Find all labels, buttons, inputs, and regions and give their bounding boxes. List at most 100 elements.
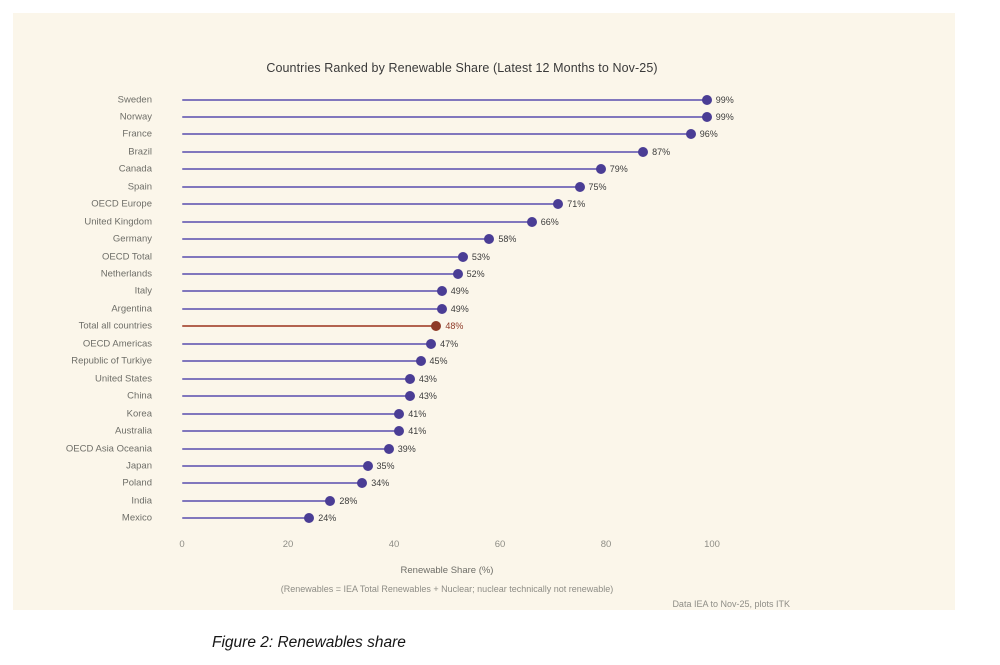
- lollipop-dot: [484, 234, 495, 245]
- country-label: Total all countries: [78, 320, 152, 332]
- value-label: 52%: [466, 269, 485, 279]
- x-axis-tick: 60: [494, 539, 506, 550]
- lollipop-dot: [304, 513, 315, 524]
- country-label: Netherlands: [100, 268, 152, 280]
- value-label: 47%: [440, 338, 459, 349]
- lollipop-dot: [394, 408, 405, 419]
- value-label: 35%: [376, 460, 395, 471]
- value-label: 49%: [450, 286, 469, 297]
- value-label: 39%: [397, 443, 416, 454]
- country-label: Canada: [118, 163, 152, 175]
- country-label: Germany: [112, 233, 152, 245]
- lollipop-stem: [182, 325, 437, 328]
- lollipop-dot: [452, 269, 463, 279]
- value-label: 24%: [318, 513, 337, 524]
- lollipop-dot: [436, 286, 447, 297]
- value-label: 53%: [471, 251, 490, 262]
- country-label: Australia: [115, 425, 152, 437]
- lollipop-stem: [182, 238, 490, 241]
- country-label: Republic of Turkiye: [71, 355, 152, 367]
- country-label: United States: [94, 373, 152, 385]
- value-label: 41%: [408, 426, 427, 437]
- country-label: Norway: [119, 111, 152, 123]
- lollipop-stem: [182, 447, 389, 450]
- x-axis-tick: 40: [388, 539, 400, 550]
- lollipop-stem: [182, 412, 400, 415]
- country-label: Sweden: [117, 94, 152, 105]
- country-label: Poland: [122, 477, 152, 489]
- chart-canvas: Countries Ranked by Renewable Share (Lat…: [13, 13, 955, 610]
- lollipop-stem: [182, 290, 442, 293]
- value-label: 71%: [567, 199, 586, 210]
- lollipop-stem: [182, 307, 442, 310]
- value-label: 34%: [371, 478, 390, 489]
- lollipop-stem: [182, 168, 601, 171]
- lollipop-stem: [182, 464, 368, 467]
- lollipop-stem: [182, 395, 410, 398]
- country-label: India: [131, 495, 152, 507]
- lollipop-dot: [685, 129, 696, 140]
- lollipop-dot: [415, 356, 426, 367]
- country-label: Italy: [134, 285, 152, 297]
- lollipop-dot: [553, 199, 564, 210]
- lollipop-dot: [325, 495, 336, 506]
- lollipop-stem: [182, 133, 691, 136]
- lollipop-stem: [182, 377, 410, 380]
- lollipop-dot: [574, 181, 585, 192]
- lollipop-stem: [182, 185, 580, 188]
- lollipop-stem: [182, 273, 458, 275]
- country-label: OECD Americas: [82, 338, 152, 350]
- lollipop-stem: [182, 115, 707, 118]
- lollipop-dot: [404, 373, 415, 384]
- chart-credit: Data IEA to Nov-25, plots ITK: [672, 599, 790, 609]
- lollipop-stem: [182, 220, 532, 223]
- x-axis-tick: 20: [282, 539, 294, 550]
- lollipop-stem: [182, 150, 644, 153]
- value-label: 45%: [429, 356, 448, 367]
- value-label: 43%: [418, 373, 437, 384]
- value-label: 58%: [498, 234, 517, 245]
- lollipop-stem: [182, 98, 707, 101]
- lollipop-dot: [701, 94, 712, 105]
- country-label: Korea: [126, 408, 152, 420]
- lollipop-stem: [182, 255, 463, 258]
- lollipop-plot: Sweden 99% Norway 99% France 96% Brazil 87% Cana…: [13, 13, 955, 610]
- value-label: 99%: [715, 111, 734, 122]
- value-label: 43%: [418, 391, 437, 402]
- lollipop-dot: [383, 443, 394, 454]
- lollipop-dot: [595, 164, 606, 175]
- value-label: 28%: [339, 495, 358, 506]
- value-label: 79%: [609, 164, 628, 175]
- lollipop-stem: [182, 430, 400, 433]
- country-label: Spain: [127, 181, 152, 193]
- lollipop-dot: [426, 338, 437, 349]
- lollipop-dot: [394, 426, 405, 437]
- country-label: France: [122, 128, 152, 140]
- chart-footnote: (Renewables = IEA Total Renewables + Nuc…: [280, 584, 614, 594]
- value-label: 48%: [445, 321, 464, 332]
- x-axis-tick: 0: [179, 539, 185, 550]
- lollipop-stem: [182, 342, 432, 345]
- country-label: Argentina: [111, 303, 152, 315]
- lollipop-dot: [357, 478, 368, 489]
- country-label: United Kingdom: [84, 216, 152, 228]
- value-label: 66%: [540, 216, 559, 227]
- x-axis-label: Renewable Share (%): [400, 565, 494, 576]
- figure-caption: Figure 2: Renewables share: [212, 634, 406, 651]
- country-label: OECD Total: [102, 251, 152, 263]
- lollipop-stem: [182, 482, 363, 485]
- lollipop-dot: [436, 303, 447, 314]
- value-label: 96%: [699, 129, 718, 140]
- value-label: 75%: [588, 181, 607, 192]
- value-label: 87%: [652, 146, 671, 157]
- country-label: OECD Asia Oceania: [65, 443, 152, 454]
- country-label: Japan: [126, 460, 152, 472]
- country-label: OECD Europe: [91, 198, 152, 210]
- lollipop-dot: [526, 216, 537, 227]
- lollipop-stem: [182, 360, 421, 363]
- chart-title: Countries Ranked by Renewable Share (Lat…: [266, 61, 658, 75]
- x-axis-tick: 80: [600, 539, 612, 550]
- lollipop-dot: [404, 391, 415, 402]
- lollipop-stem: [182, 203, 559, 206]
